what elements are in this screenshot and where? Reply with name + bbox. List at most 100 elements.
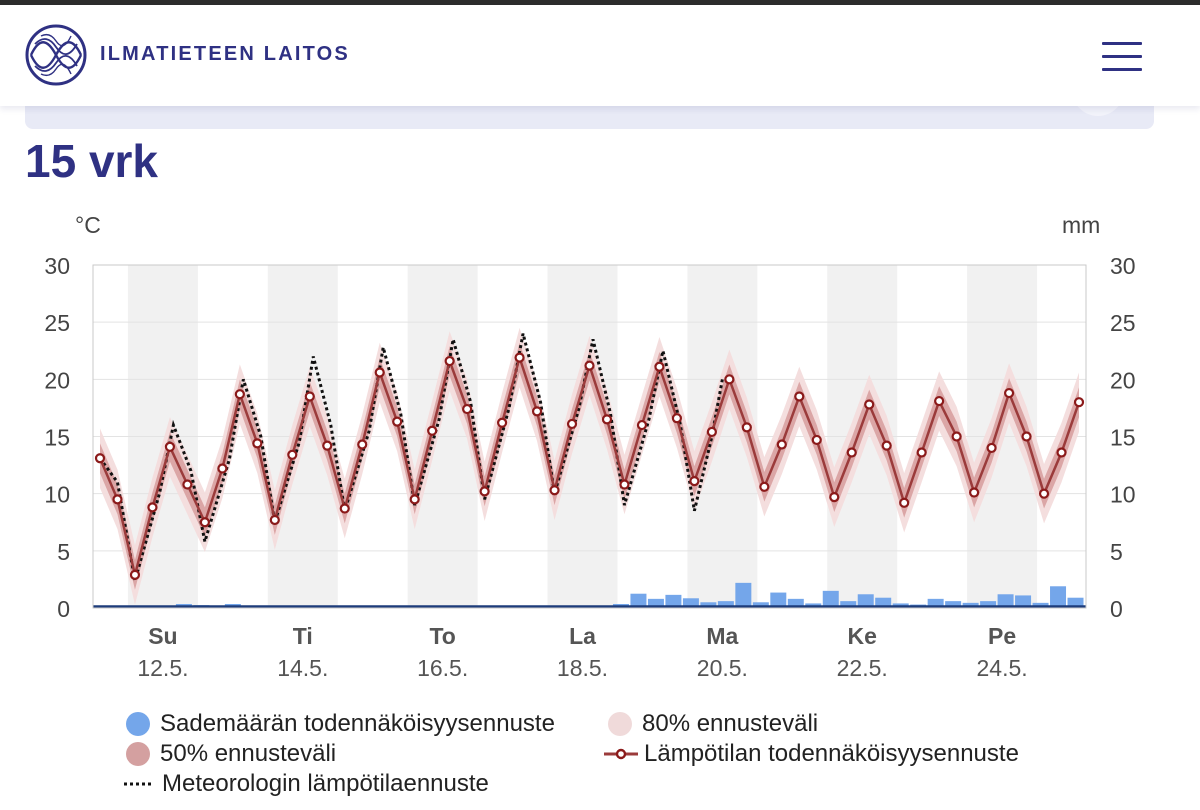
temp-point — [1073, 397, 1085, 408]
y-tick-right: 30 — [1110, 253, 1136, 279]
x-date-label: 16.5. — [417, 655, 468, 681]
precip-bar — [770, 592, 787, 608]
temp-point — [322, 440, 333, 451]
x-day-label: Pe — [988, 623, 1016, 649]
temp-point — [287, 449, 298, 460]
precip-bar — [927, 598, 944, 608]
temp-point — [427, 425, 438, 436]
temp-point — [1003, 387, 1015, 399]
precip-bar — [875, 597, 892, 608]
y-tick-right: 15 — [1110, 425, 1136, 451]
temp-point — [864, 399, 875, 410]
plot-frame — [92, 264, 1087, 609]
x-day-label: Ke — [848, 623, 877, 649]
x-date-label: 22.5. — [837, 655, 888, 681]
brand-name[interactable]: ILMATIETEEN LAITOS — [100, 43, 350, 65]
temp-point — [217, 463, 228, 474]
legend-temp[interactable]: Lämpötilan todennäköisyysennuste — [604, 740, 1019, 768]
temp-point — [549, 485, 560, 496]
temp-point — [689, 475, 700, 487]
temp-point — [601, 414, 613, 425]
precip-bar — [1015, 595, 1032, 608]
temperature-line — [94, 352, 1085, 580]
precip-bar — [997, 594, 1014, 608]
legend-precip[interactable]: Sademäärän todennäköisyysennuste — [126, 710, 555, 738]
temp-point — [794, 391, 805, 402]
precip-bar — [822, 590, 839, 608]
temp-point — [409, 494, 420, 505]
temp-point — [374, 367, 385, 378]
precip-swatch-icon — [126, 712, 150, 736]
legend-band50[interactable]: 50% ennusteväli — [126, 740, 336, 768]
precip-bars — [93, 582, 1086, 608]
temp-point — [881, 440, 892, 451]
x-date-label: 20.5. — [697, 655, 748, 681]
temp-point — [706, 426, 717, 438]
chart-legend: Sademäärän todennäköisyysennuste 80% enn… — [0, 700, 1200, 810]
temp-point — [234, 389, 245, 400]
temp-point — [252, 438, 263, 449]
hamburger-menu-icon[interactable] — [1100, 38, 1146, 74]
temp-point — [531, 406, 543, 417]
temp-point — [671, 413, 683, 424]
temp-point — [969, 487, 980, 498]
x-day-label: Su — [148, 623, 177, 649]
precip-bar — [787, 598, 804, 608]
legend-band80-label: 80% ennusteväli — [642, 710, 819, 737]
temp-point — [636, 419, 648, 431]
temp-point — [934, 395, 945, 407]
y-tick-left: 0 — [57, 596, 70, 622]
temp-point — [182, 479, 193, 490]
temp-point — [199, 517, 210, 528]
axes — [92, 264, 1087, 609]
y-tick-right: 5 — [1110, 539, 1123, 565]
temp-point — [741, 422, 752, 433]
y-tick-right: 0 — [1110, 596, 1123, 622]
temp-point — [846, 447, 857, 458]
forecast-bands — [99, 327, 1080, 605]
temp-point — [496, 417, 508, 428]
x-day-label: Ma — [706, 623, 738, 649]
precip-bar — [752, 602, 769, 608]
precip-bar — [682, 598, 699, 608]
precip-bar — [1067, 597, 1084, 608]
temp-point — [584, 360, 595, 371]
temp-point — [619, 479, 630, 490]
temp-point — [829, 491, 840, 503]
precip-bar — [840, 601, 857, 608]
temp-point — [811, 434, 822, 446]
temp-point — [147, 502, 158, 513]
x-day-label: Ti — [293, 623, 313, 649]
temp-point — [654, 361, 665, 372]
meteorologist-line — [98, 333, 724, 581]
temp-point — [94, 453, 106, 464]
temp-point — [339, 503, 350, 514]
band80-swatch-icon — [608, 712, 632, 736]
temp-point — [951, 431, 962, 442]
legend-band50-label: 50% ennusteväli — [160, 740, 337, 767]
y-tick-right: 25 — [1110, 310, 1136, 336]
band-80 — [99, 327, 1080, 605]
temp-point — [112, 494, 123, 505]
y-tick-left: 30 — [44, 253, 70, 279]
temp-point — [899, 497, 910, 508]
temp-point — [776, 439, 787, 450]
precip-bar — [857, 594, 874, 608]
precip-bar — [647, 598, 664, 608]
temp-point — [1056, 447, 1067, 458]
y-tick-right: 20 — [1110, 367, 1136, 393]
precip-bar — [665, 594, 682, 608]
legend-meteo[interactable]: Meteorologin lämpötilaennuste — [122, 770, 489, 798]
temp-point — [1021, 431, 1032, 442]
meteo-line — [98, 333, 724, 581]
page-title: 15 vrk — [25, 135, 159, 187]
meteo-line-swatch-icon — [124, 782, 154, 786]
y-unit-left: °C — [75, 212, 101, 238]
y-tick-left: 15 — [44, 425, 70, 451]
fmi-logo-icon[interactable] — [25, 24, 87, 86]
legend-band80[interactable]: 80% ennusteväli — [608, 710, 818, 738]
y-tick-left: 5 — [57, 539, 70, 565]
y-tick-left: 10 — [44, 482, 70, 508]
